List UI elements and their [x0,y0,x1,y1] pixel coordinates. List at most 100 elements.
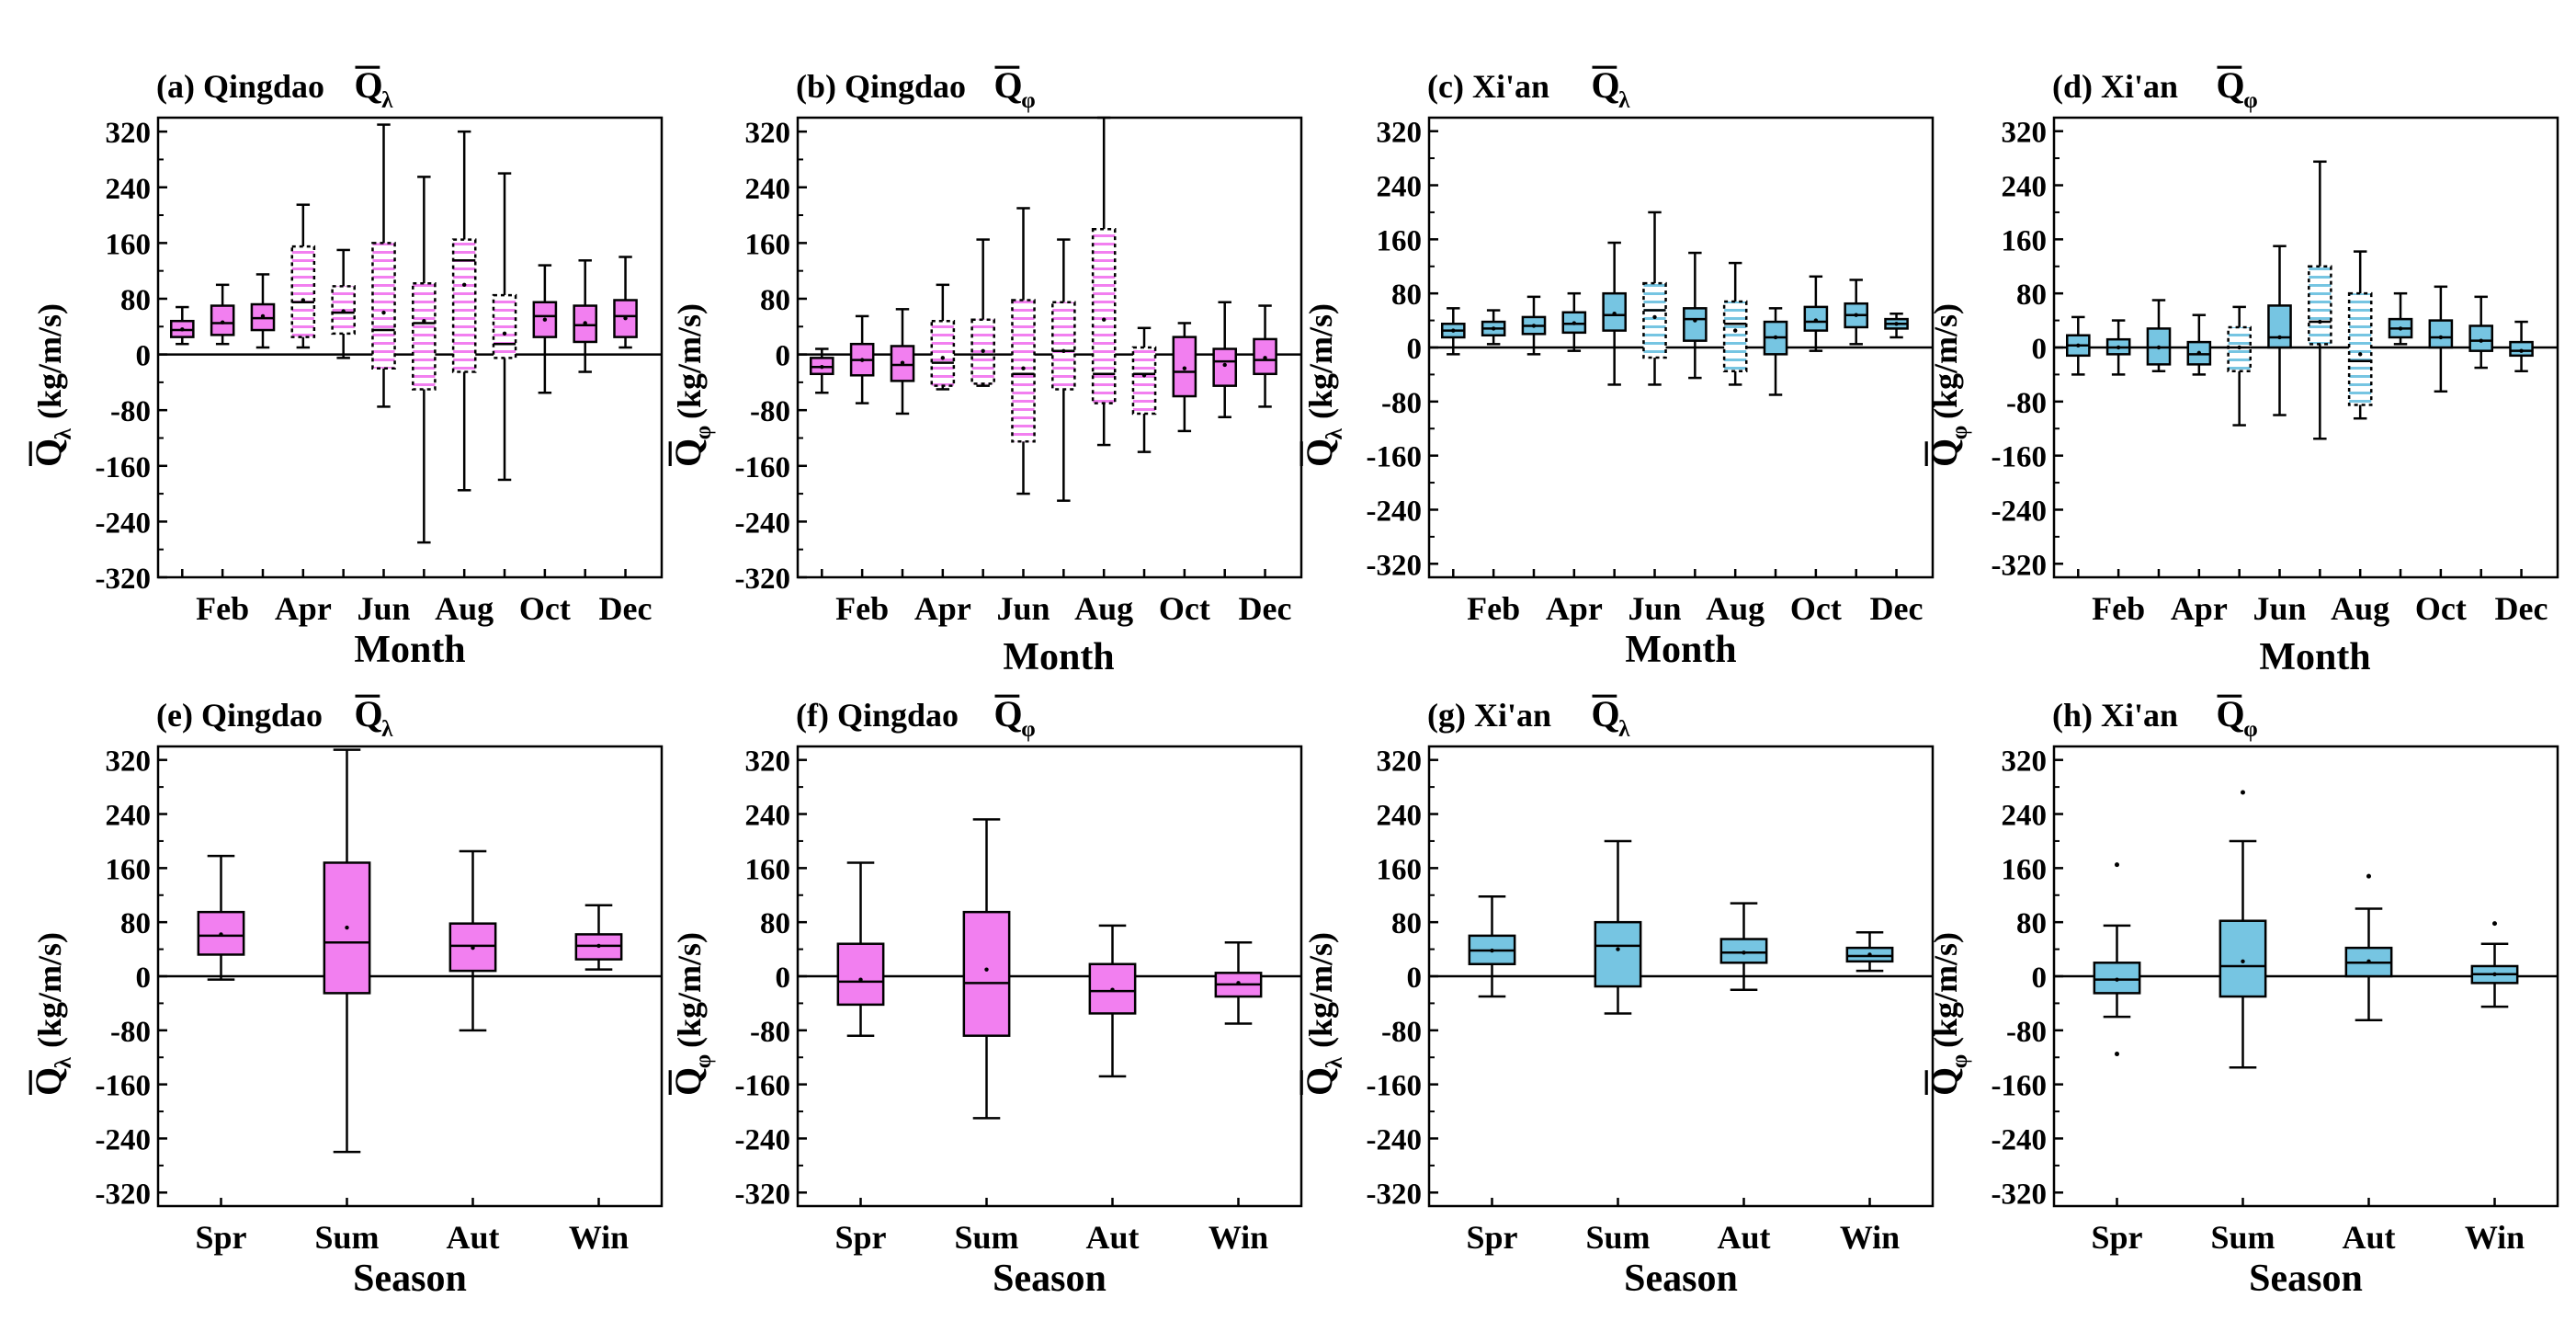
panel-title: (e) Qingdao Qλ [156,693,393,742]
y-tick-label: 80 [120,284,151,317]
box-mean [1182,366,1187,370]
y-tick-label: 160 [745,853,791,886]
panel-d: (d) Xi'an Qφ -320 -240 -160 -80 0 80 160 240 320 Qφ… [1923,64,2559,678]
box-iqr [2428,319,2454,349]
box-mean [1732,328,1738,333]
y-tick-label: 0 [776,962,791,995]
panel-title-symbol-letter: Q [1592,693,1620,734]
box-win [574,904,623,971]
box-aut [1088,924,1137,1078]
panel-title-symbol-subscript: φ [2243,717,2257,742]
y-tick-label: -320 [96,563,152,596]
box-mean [422,319,426,324]
y-tick-label: 80 [2016,907,2047,940]
panel-title-symbol: Qλ [355,64,394,113]
box-sep [2388,291,2413,346]
box-mean [1616,947,1620,951]
y-tick-label: -160 [735,1070,791,1103]
box-mar [2146,299,2172,372]
panel-title-text: (a) Qingdao [156,68,324,105]
box-mean [1652,314,1657,320]
y-tick-label: 160 [1377,853,1423,886]
box-sum [1594,839,1642,1015]
y-axis-label: Qφ (kg/m/s) [1923,303,1972,467]
panel-title-symbol: Qφ [994,64,1036,113]
y-axis-label-symbol: Qφ [1923,426,1972,467]
panel-b: (b) Qingdao Qφ -320 -240 -160 -80 0 80 160 240 320… [667,64,1303,678]
box-oct [2428,285,2454,393]
y-tick-label: -240 [1992,495,2048,528]
box-mean [180,327,185,332]
box-iqr [836,942,885,1007]
x-tick-label: Aut [1717,1219,1770,1256]
box-mean [1773,335,1778,340]
box-iqr [1212,347,1238,387]
box-mar [1521,295,1547,356]
box-outlier [2492,921,2497,927]
box-apr [930,283,956,391]
y-tick-label: -80 [110,395,151,428]
box-mean [1236,981,1241,985]
box-mean [2116,345,2121,350]
y-axis-label: Qλ (kg/m/s) [28,303,76,467]
y-axis-label-symbol-letter: Q [28,438,69,467]
panel-title-text: (c) Xi'an [1427,68,1549,105]
box-nov [2468,295,2494,370]
y-axis-label-unit: (kg/m/s) [1302,303,1339,419]
y-axis-label: Qλ (kg/m/s) [1299,932,1347,1096]
y-tick-label: 80 [1391,279,1422,312]
box-mean [1813,318,1819,323]
y-axis-label-symbol-subscript: λ [1322,1056,1347,1068]
x-tick-label: Sum [2210,1219,2275,1256]
box-mean [2492,972,2497,976]
x-tick-label: Win [569,1219,629,1256]
box-mean [596,943,601,949]
y-tick-label: 80 [760,284,790,317]
y-tick-label: 320 [106,117,152,150]
y-axis-label: Qλ (kg/m/s) [1299,303,1347,467]
box-mean [1693,318,1697,323]
box-mean [623,315,628,321]
box-mar [250,273,276,349]
y-tick-label: -240 [735,507,791,540]
box-dec [2509,320,2534,372]
box-iqr [371,242,396,370]
y-tick-label: -320 [96,1178,152,1211]
x-axis-label: Season [1624,1258,1738,1300]
box-mean [2438,335,2444,340]
y-tick-label: 0 [2032,333,2048,366]
box-mean [2318,319,2322,324]
box-may [1602,241,1627,386]
box-mean [471,945,475,951]
box-oct [1172,322,1197,433]
panel-title: (c) Xi'an Qλ [1427,64,1630,113]
panel-title-symbol-subscript: λ [381,717,393,742]
y-tick-label: -320 [1992,1178,2048,1211]
panel-title-symbol: Qλ [1592,693,1631,742]
y-tick-label: -240 [1367,1123,1423,1156]
x-tick-label: Aug [2331,590,2389,627]
panel-title: (d) Xi'an Qφ [2052,64,2258,113]
x-tick-label: Feb [835,590,889,627]
box-aug [1722,261,1748,386]
box-spr [1468,894,1516,998]
box-iqr [412,282,437,391]
box-sep [492,172,517,482]
box-mean [1531,324,1537,328]
box-mean [542,317,548,322]
box-mean [820,365,824,370]
y-axis-label-unit: (kg/m/s) [671,932,708,1048]
box-jun [2267,245,2292,416]
box-mean [1742,951,1746,955]
box-outlier [2366,873,2371,879]
box-iqr [2267,304,2292,349]
box-jun [1011,207,1036,495]
y-tick-label: 320 [106,746,152,779]
box-mean [940,356,946,360]
x-tick-label: Spr [1466,1219,1517,1256]
y-axis-label-symbol-letter: Q [1299,1067,1340,1096]
x-tick-label: Dec [1239,590,1292,627]
box-iqr [962,910,1011,1037]
box-mean [1141,373,1147,378]
panel-title-text: (h) Xi'an [2052,697,2178,734]
